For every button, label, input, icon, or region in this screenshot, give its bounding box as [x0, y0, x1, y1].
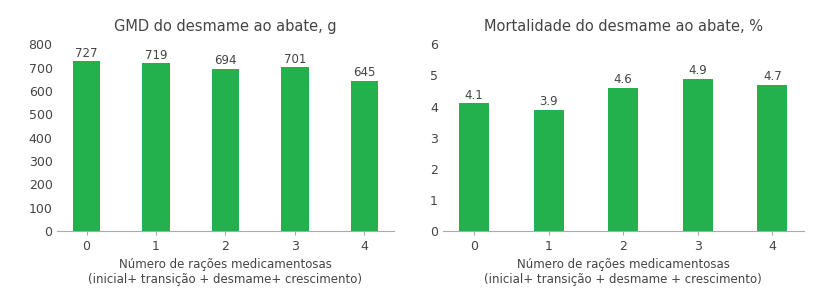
Text: 701: 701 [283, 53, 305, 66]
Text: 719: 719 [145, 49, 167, 62]
Bar [73, 61, 101, 231]
Bar [757, 85, 786, 231]
Text: 4.7: 4.7 [762, 70, 781, 83]
Bar [281, 67, 309, 231]
Bar [142, 63, 170, 231]
X-axis label: Número de rações medicamentosas
(inicial+ transição + desmame+ crescimento): Número de rações medicamentosas (inicial… [88, 258, 362, 287]
Title: Mortalidade do desmame ao abate, %: Mortalidade do desmame ao abate, % [483, 19, 762, 33]
X-axis label: Número de rações medicamentosas
(inicial+ transição + desmame + crescimento): Número de rações medicamentosas (inicial… [484, 258, 761, 287]
Text: 694: 694 [214, 54, 237, 67]
Text: 4.9: 4.9 [687, 64, 706, 77]
Bar [350, 81, 378, 231]
Text: 4.6: 4.6 [613, 73, 631, 86]
Text: 727: 727 [75, 47, 97, 60]
Bar [682, 78, 712, 231]
Title: GMD do desmame ao abate, g: GMD do desmame ao abate, g [114, 19, 337, 33]
Text: 645: 645 [353, 66, 375, 79]
Bar [459, 103, 488, 231]
Bar [211, 69, 239, 231]
Bar [533, 110, 563, 231]
Text: 4.1: 4.1 [464, 89, 483, 102]
Text: 3.9: 3.9 [539, 95, 557, 108]
Bar [608, 88, 637, 231]
